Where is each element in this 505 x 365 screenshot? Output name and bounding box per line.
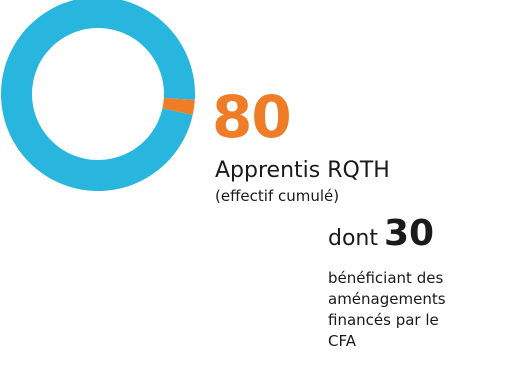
subset-description-line: aménagements <box>328 290 446 308</box>
headline-label: Apprentis RQTH <box>215 158 390 183</box>
subset-prefix: dont <box>328 226 378 251</box>
subset-description-line: CFA <box>328 332 356 350</box>
donut-slice-highlight <box>162 98 195 115</box>
subset-row: dont 30 <box>328 213 434 254</box>
subset-description-line: financés par le <box>328 311 439 329</box>
subset-value: 30 <box>384 213 435 254</box>
headline-sublabel: (effectif cumulé) <box>215 187 340 205</box>
headline-value: 80 <box>212 83 292 151</box>
subset-description: bénéficiant des aménagements financés pa… <box>328 268 503 352</box>
donut-chart <box>1 0 195 191</box>
donut-slice-main <box>1 0 195 191</box>
subset-description-line: bénéficiant des <box>328 269 444 287</box>
